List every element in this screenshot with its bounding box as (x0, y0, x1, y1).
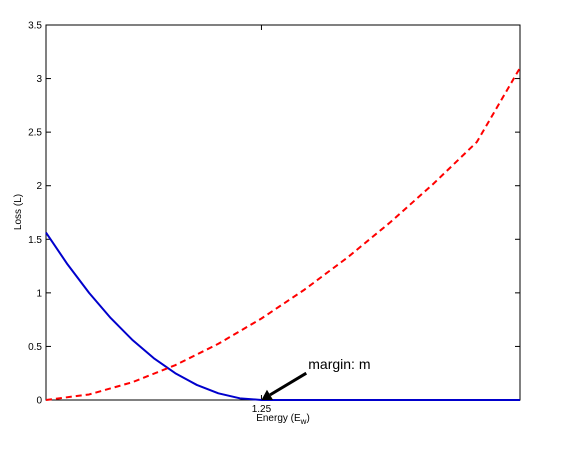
y-tick-label: 3.5 (28, 21, 42, 32)
annotation-arrow-head (261, 389, 274, 401)
annotation-arrow-shaft (269, 371, 308, 397)
x-axis-label-subscript: w (300, 417, 307, 426)
x-axis-label: Energy (Ew) (256, 413, 310, 426)
y-tick-label: 1 (36, 288, 42, 299)
series-line-solid (45, 232, 520, 401)
y-tick-label: 2 (36, 181, 42, 192)
y-tick-label: 0.5 (28, 342, 42, 353)
series-line-dashed (45, 67, 521, 401)
annotation-text: margin: m (308, 356, 370, 372)
x-axis-label-main: Energy (E (256, 413, 301, 424)
y-tick-label: 2.5 (28, 128, 42, 139)
plot-frame (45, 24, 521, 401)
tick-marks (46, 24, 520, 401)
y-tick-label: 3 (36, 74, 42, 85)
y-tick-label: 0 (36, 396, 42, 407)
tick-label-group: 0 0.5 1 1.5 2 2.5 3 3.5 1.25 (28, 21, 272, 416)
y-axis-label: Loss (L) (13, 194, 24, 230)
y-tick-label: 1.5 (28, 235, 42, 246)
x-axis-label-suffix: ) (306, 413, 309, 424)
x-tick-label: 1.25 (252, 404, 272, 415)
annotation-group: margin: m (261, 356, 371, 401)
series-group (45, 67, 521, 401)
